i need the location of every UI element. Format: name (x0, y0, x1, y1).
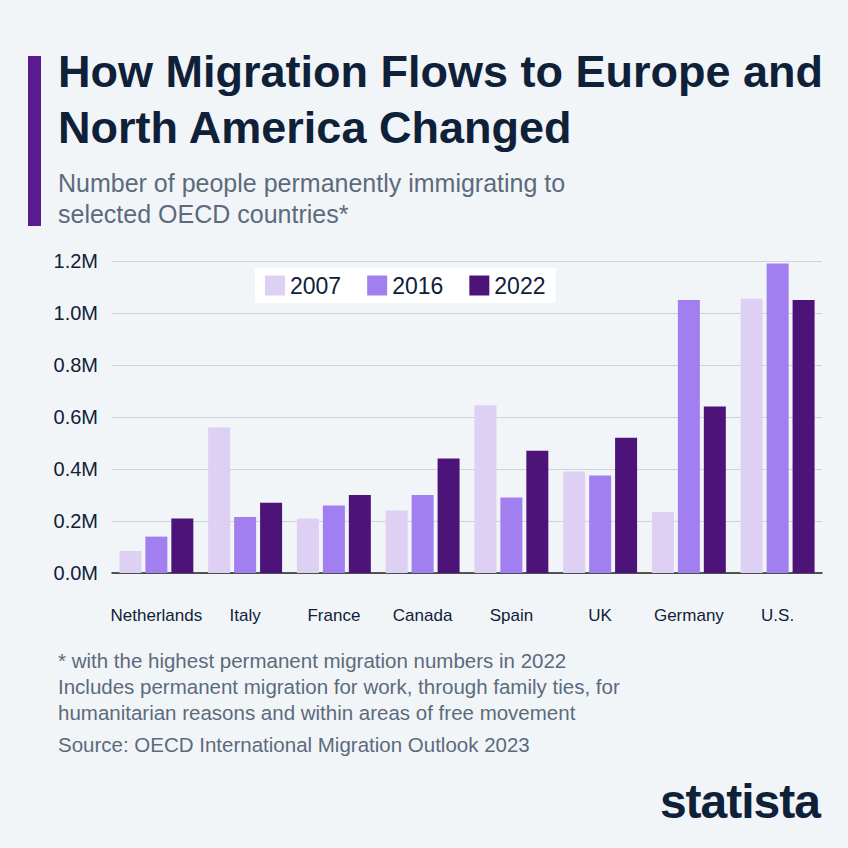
svg-text:2007: 2007 (290, 273, 341, 299)
html-text:How Migration Flows to Europe: How Migration Flows to Europe and North … (58, 46, 823, 153)
svg-text:France: France (307, 606, 360, 625)
svg-text:2016: 2016 (392, 273, 443, 299)
html-text:Includes permanent migration f: Includes permanent migration for work, t… (58, 675, 620, 724)
svg-text:0.8M: 0.8M (54, 354, 98, 376)
html-text:Source: OECD International Mig: Source: OECD International Migration Out… (58, 733, 530, 756)
svg-text:0.2M: 0.2M (54, 510, 98, 532)
svg-text:Spain: Spain (490, 606, 533, 625)
svg-text:UK: UK (588, 606, 612, 625)
svg-text:2022: 2022 (494, 273, 545, 299)
svg-text:1.0M: 1.0M (54, 302, 98, 324)
html-text:* with the highest permanent m: * with the highest permanent migration n… (58, 649, 567, 672)
svg-text:Italy: Italy (230, 606, 262, 625)
html-text:statista: statista (659, 775, 820, 828)
svg-text:U.S.: U.S. (761, 606, 794, 625)
svg-text:0.6M: 0.6M (54, 406, 98, 428)
svg-text:1.2M: 1.2M (54, 250, 98, 272)
svg-text:0.4M: 0.4M (54, 458, 98, 480)
svg-text:Netherlands: Netherlands (111, 606, 203, 625)
svg-text:Canada: Canada (393, 606, 453, 625)
html-text:Number of people permanently i: Number of people permanently immigrating… (58, 169, 566, 228)
svg-text:0.0M: 0.0M (54, 562, 98, 584)
svg-text:Germany: Germany (654, 606, 724, 625)
